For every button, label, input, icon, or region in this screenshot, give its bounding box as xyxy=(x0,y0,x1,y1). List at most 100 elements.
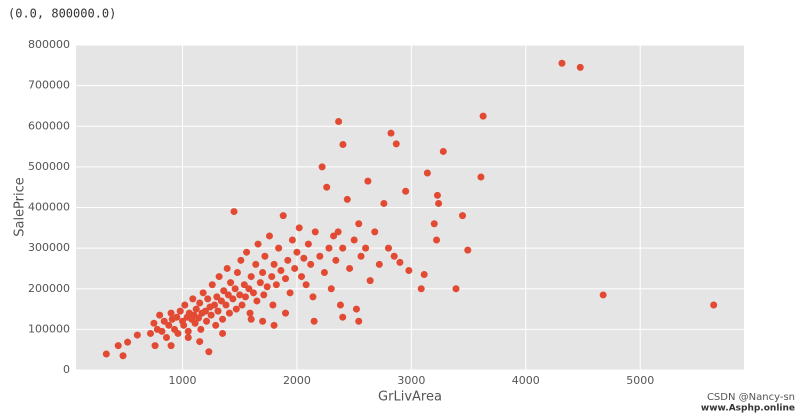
point xyxy=(158,327,166,335)
point xyxy=(220,287,228,295)
point xyxy=(599,291,607,299)
watermark: www.Asphp.online xyxy=(701,404,795,414)
point xyxy=(452,285,460,293)
point xyxy=(238,301,246,309)
point xyxy=(339,141,347,149)
point xyxy=(236,291,244,299)
point xyxy=(288,236,296,244)
point xyxy=(433,236,441,244)
point xyxy=(350,236,358,244)
point xyxy=(355,317,363,325)
point xyxy=(256,279,264,287)
point xyxy=(320,269,328,276)
point xyxy=(332,256,340,264)
output-text: (0.0, 800000.0) xyxy=(8,7,116,21)
point xyxy=(146,329,154,337)
point xyxy=(259,317,267,325)
point xyxy=(330,232,338,240)
point xyxy=(323,183,331,191)
point xyxy=(405,266,413,274)
point xyxy=(191,319,199,327)
y-tick-label: 100000 xyxy=(28,322,70,335)
point xyxy=(439,147,447,155)
point xyxy=(247,315,255,323)
point xyxy=(327,285,335,293)
point xyxy=(219,315,227,323)
point xyxy=(224,291,232,299)
point xyxy=(240,281,248,289)
point xyxy=(102,350,110,358)
point xyxy=(459,212,467,220)
point xyxy=(173,313,181,321)
point xyxy=(279,212,287,220)
point xyxy=(430,220,438,228)
point xyxy=(196,338,204,346)
point xyxy=(318,163,326,171)
point xyxy=(417,285,425,293)
point xyxy=(396,258,404,266)
point xyxy=(265,232,273,240)
y-tick-label: 400000 xyxy=(28,201,70,214)
point xyxy=(176,307,184,315)
point xyxy=(225,309,233,317)
point xyxy=(263,283,271,291)
point xyxy=(272,281,280,289)
point xyxy=(167,342,175,350)
point xyxy=(284,256,292,264)
point xyxy=(199,289,207,297)
point xyxy=(334,228,342,236)
point xyxy=(390,252,398,260)
point xyxy=(282,309,290,317)
point xyxy=(252,260,260,268)
point xyxy=(253,297,261,305)
point xyxy=(227,279,235,287)
point xyxy=(311,228,319,236)
point xyxy=(364,177,372,185)
point xyxy=(201,307,209,315)
y-tick-label: 200000 xyxy=(28,282,70,295)
point xyxy=(133,331,141,339)
point xyxy=(189,295,197,303)
point xyxy=(402,187,410,195)
point xyxy=(165,321,173,329)
point xyxy=(249,289,257,297)
point xyxy=(307,260,315,268)
point xyxy=(286,289,294,297)
point xyxy=(275,244,283,252)
point xyxy=(163,334,171,341)
y-tick-label: 0 xyxy=(63,363,70,376)
point xyxy=(114,342,122,350)
point xyxy=(223,264,231,272)
point xyxy=(180,321,188,329)
point xyxy=(269,301,277,309)
point xyxy=(423,169,431,177)
point xyxy=(270,321,278,329)
y-tick-label: 600000 xyxy=(28,119,70,132)
point xyxy=(433,191,441,199)
point xyxy=(282,275,290,283)
point xyxy=(222,301,230,309)
point xyxy=(384,244,392,252)
point xyxy=(184,327,192,335)
point xyxy=(254,240,262,248)
point xyxy=(325,244,333,252)
point xyxy=(241,293,249,301)
point xyxy=(355,220,363,228)
point xyxy=(233,269,241,276)
point xyxy=(151,342,159,350)
y-axis-label: SalePrice xyxy=(13,177,28,237)
point xyxy=(352,305,360,313)
point xyxy=(261,252,269,260)
x-tick-label: 4000 xyxy=(512,374,540,387)
point xyxy=(270,260,278,268)
point xyxy=(203,317,211,325)
point xyxy=(710,301,718,309)
point xyxy=(335,118,343,126)
point xyxy=(205,348,213,356)
point xyxy=(464,246,472,254)
point xyxy=(232,305,240,313)
y-tick-label: 300000 xyxy=(28,241,70,254)
point xyxy=(558,59,566,67)
point xyxy=(245,285,253,293)
